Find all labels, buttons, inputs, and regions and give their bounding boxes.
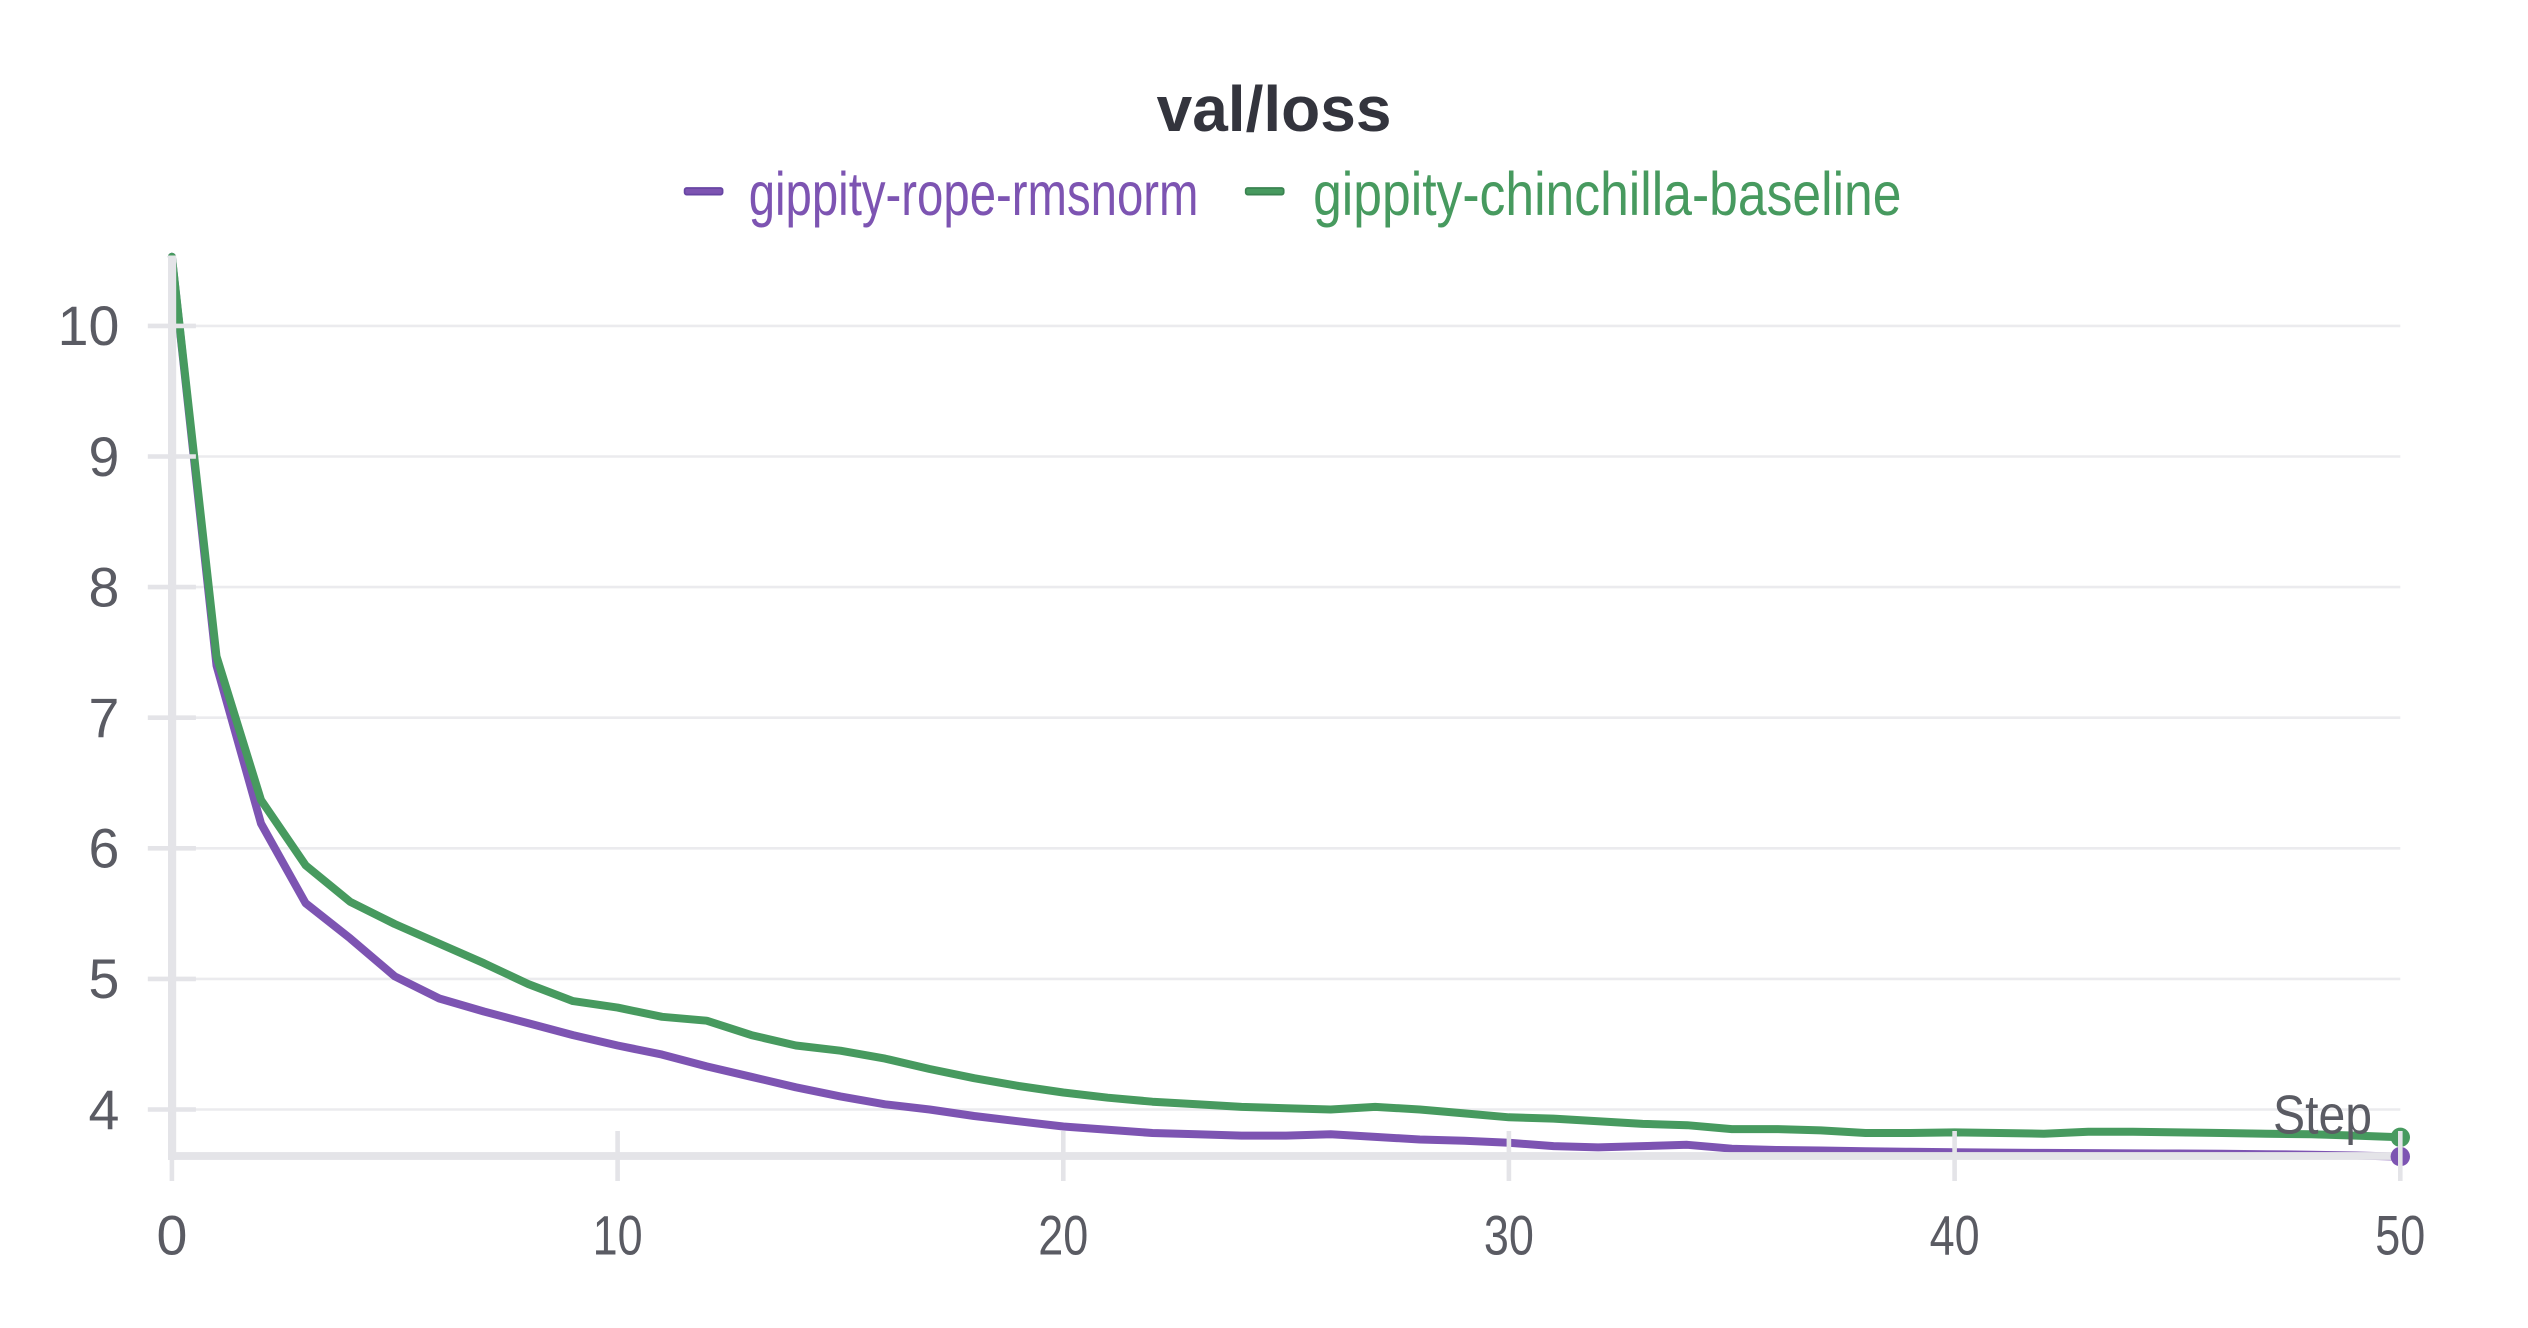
svg-text:40: 40 <box>1930 1205 1980 1267</box>
svg-text:20: 20 <box>1038 1205 1088 1267</box>
svg-text:6: 6 <box>89 818 120 880</box>
svg-text:gippity-chinchilla-baseline: gippity-chinchilla-baseline <box>1313 160 1901 228</box>
svg-text:0: 0 <box>156 1205 187 1267</box>
svg-text:7: 7 <box>89 687 120 749</box>
svg-text:10: 10 <box>593 1205 643 1267</box>
svg-text:val/loss: val/loss <box>1157 73 1392 145</box>
svg-text:50: 50 <box>2375 1205 2425 1267</box>
svg-text:30: 30 <box>1484 1205 1534 1267</box>
svg-text:9: 9 <box>89 426 120 488</box>
svg-text:4: 4 <box>89 1079 120 1141</box>
svg-text:8: 8 <box>89 556 120 618</box>
svg-text:10: 10 <box>58 295 120 357</box>
svg-text:Step: Step <box>2273 1084 2372 1146</box>
svg-text:gippity-rope-rmsnorm: gippity-rope-rmsnorm <box>749 160 1199 228</box>
svg-text:5: 5 <box>89 948 120 1010</box>
